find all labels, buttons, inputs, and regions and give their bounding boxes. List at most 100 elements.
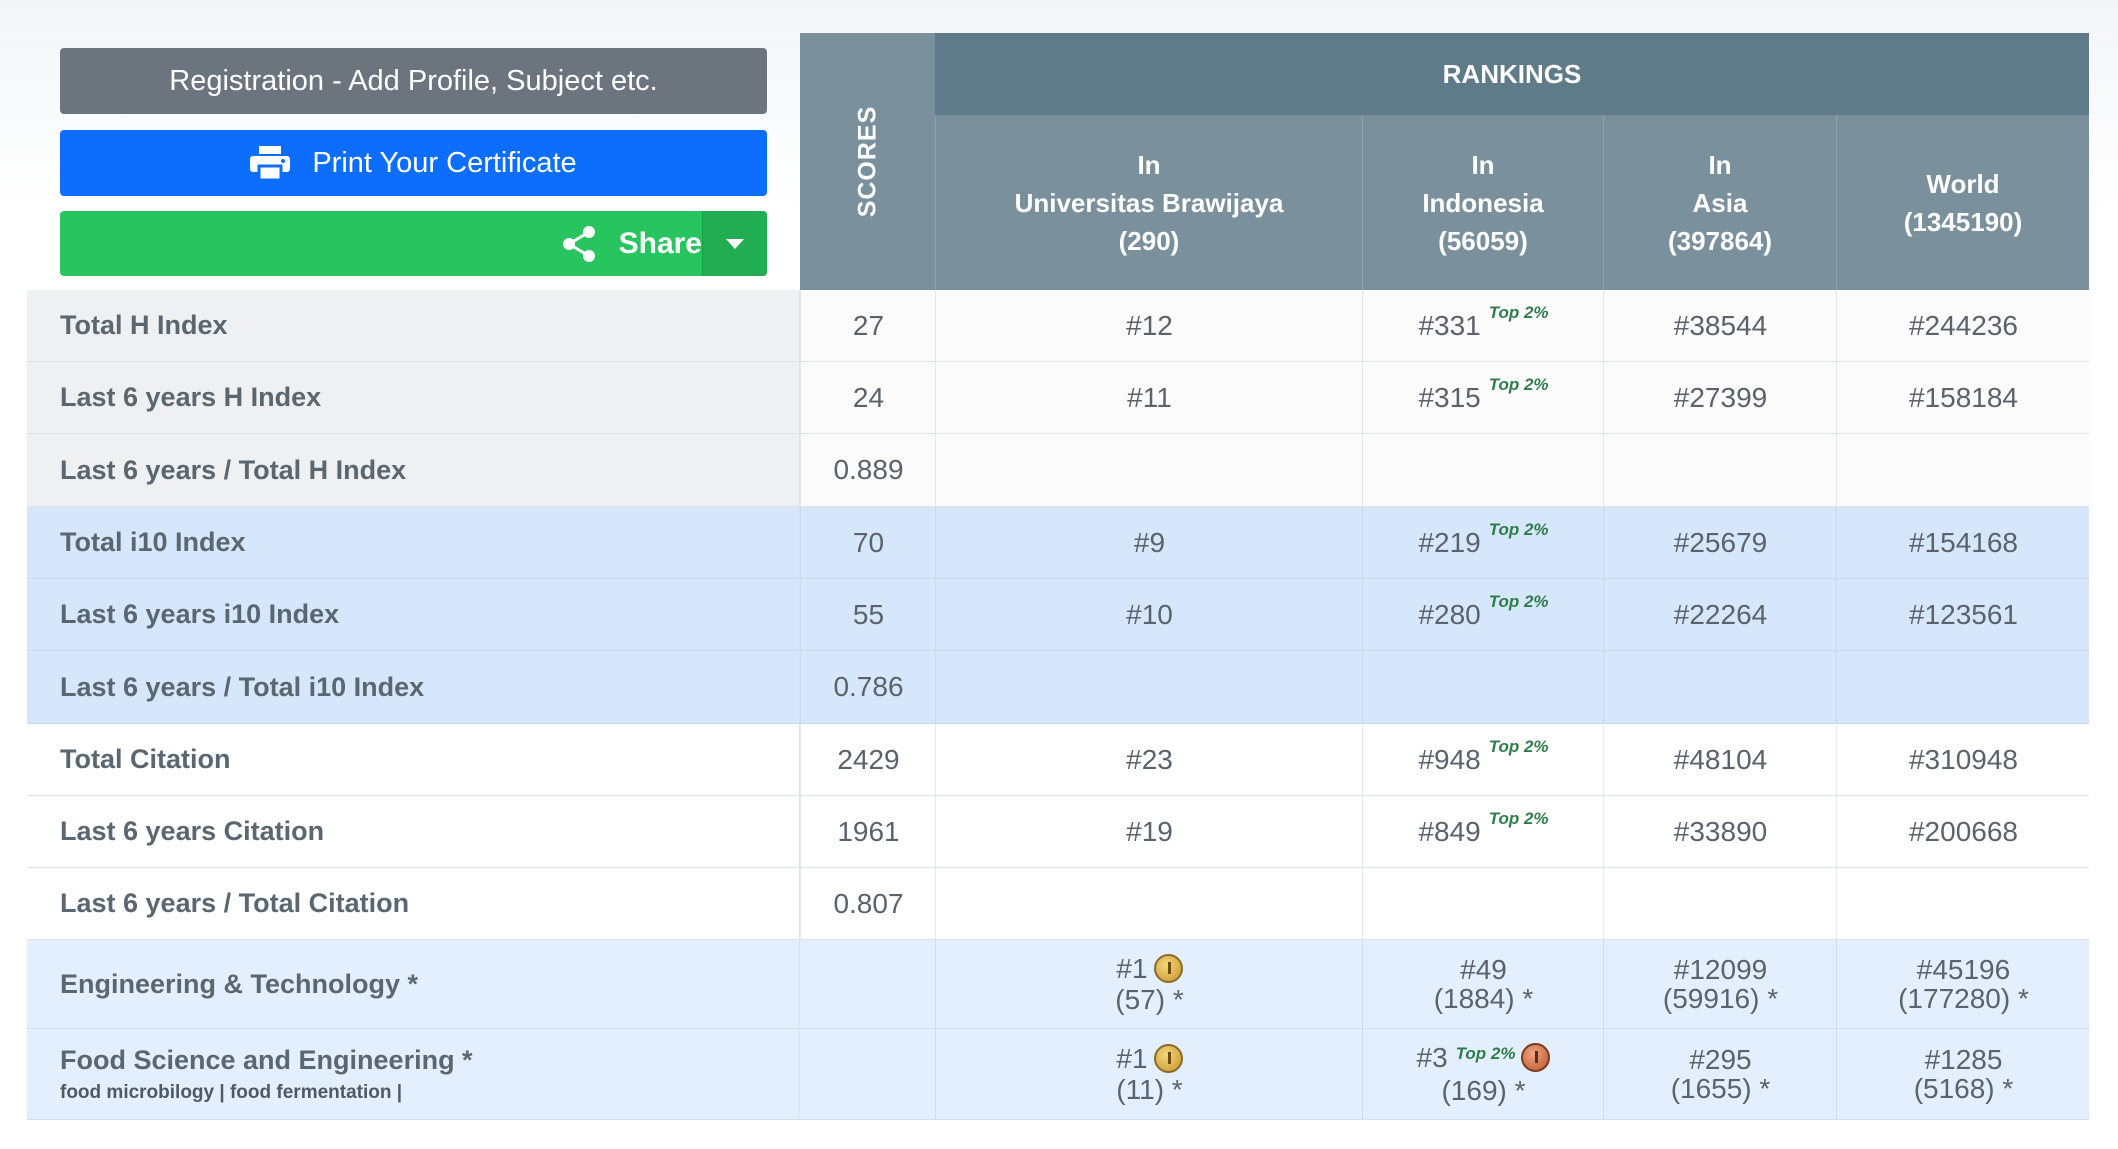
top-percent-badge: Top 2% [1488, 519, 1549, 539]
top-percent-badge: Top 2% [1455, 1044, 1516, 1063]
subject-label[interactable]: Food Science and Engineering * food micro… [27, 1029, 800, 1119]
subject-label[interactable]: Engineering & Technology * [27, 940, 800, 1028]
score-cell: 0.889 [800, 434, 936, 506]
score-cell: 1961 [800, 796, 936, 867]
indonesia-rank-cell: #280 Top 2% [1362, 579, 1604, 650]
asia-rank-cell: #22264 [1603, 579, 1837, 650]
table-row: Total Citation 2429 #23 #948 Top 2% #4810… [27, 724, 2089, 796]
asia-rank-cell: #33890 [1603, 796, 1837, 867]
bronze-medal-icon [1521, 1043, 1551, 1073]
row-label: Total Citation [27, 724, 800, 795]
print-label: Print Your Certificate [312, 146, 577, 179]
table-row: Last 6 years H Index 24 #11 #315 Top 2% #… [27, 362, 2089, 434]
print-certificate-button[interactable]: Print Your Certificate [60, 130, 767, 196]
world-rank-cell: #244236 [1836, 290, 2090, 361]
world-rank-cell [1836, 651, 2090, 723]
world-rank-cell: #123561 [1836, 579, 2090, 650]
university-rank-cell: #23 [935, 724, 1363, 795]
score-cell: 24 [800, 362, 936, 433]
world-rank-cell: #45196 (177280) * [1836, 940, 2090, 1028]
indonesia-rank-cell: #849 Top 2% [1362, 796, 1604, 867]
asia-rank-cell: #25679 [1603, 507, 1837, 578]
subject-row: Engineering & Technology * #1 (57) * #49(… [27, 940, 2089, 1029]
world-rank-cell: #1285 (5168) * [1836, 1029, 2090, 1119]
university-rank-cell: #9 [935, 507, 1363, 578]
university-rank-cell: #11 [935, 362, 1363, 433]
world-rank-cell [1836, 434, 2090, 506]
asia-rank-cell: #48104 [1603, 724, 1837, 795]
table-row: Last 6 years / Total Citation 0.807 [27, 868, 2089, 940]
row-label: Last 6 years / Total H Index [27, 434, 800, 506]
registration-button[interactable]: Registration - Add Profile, Subject etc. [60, 48, 767, 114]
share-button[interactable]: Share [60, 211, 767, 276]
score-cell: 55 [800, 579, 936, 650]
column-header-world: World (1345190) [1836, 115, 2089, 290]
share-label: Share [618, 226, 702, 260]
table-row: Last 6 years i10 Index 55 #10 #280 Top 2%… [27, 579, 2089, 651]
top-percent-badge: Top 2% [1488, 591, 1549, 611]
world-rank-cell: #158184 [1836, 362, 2090, 433]
row-label: Last 6 years H Index [27, 362, 800, 433]
score-cell: 0.786 [800, 651, 936, 723]
column-header-university: In Universitas Brawijaya (290) [935, 115, 1362, 290]
top-percent-badge: Top 2% [1488, 808, 1549, 828]
indonesia-rank-cell: #948 Top 2% [1362, 724, 1604, 795]
asia-rank-cell: #38544 [1603, 290, 1837, 361]
university-rank-cell [935, 434, 1363, 506]
world-rank-cell: #200668 [1836, 796, 2090, 867]
score-cell: 70 [800, 507, 936, 578]
world-rank-cell: #154168 [1836, 507, 2090, 578]
gold-medal-icon [1153, 1044, 1183, 1074]
top-percent-badge: Top 2% [1488, 736, 1549, 756]
row-label: Total H Index [27, 290, 800, 361]
asia-rank-cell [1603, 868, 1837, 939]
indonesia-rank-cell [1362, 434, 1604, 506]
row-label: Last 6 years / Total Citation [27, 868, 800, 939]
score-cell: 27 [800, 290, 936, 361]
share-dropdown-toggle[interactable] [702, 211, 767, 276]
score-cell [800, 1029, 935, 1119]
gold-medal-icon [1153, 954, 1183, 984]
table-row: Last 6 years Citation 1961 #19 #849 Top 2… [27, 796, 2089, 868]
indonesia-rank-cell: #315 Top 2% [1362, 362, 1604, 433]
university-rank-cell: #1 (57) * [935, 940, 1363, 1028]
indonesia-rank-cell: #219 Top 2% [1362, 507, 1604, 578]
table-row: Last 6 years / Total H Index 0.889 [27, 434, 2089, 507]
indonesia-rank-cell: #3 Top 2% (169) * [1362, 1029, 1604, 1119]
asia-rank-cell [1603, 651, 1837, 723]
top-percent-badge: Top 2% [1488, 374, 1549, 394]
asia-rank-cell: #295 (1655) * [1603, 1029, 1837, 1119]
asia-rank-cell [1603, 434, 1837, 506]
rankings-header: RANKINGS [935, 33, 2089, 115]
row-label: Last 6 years / Total i10 Index [27, 651, 800, 723]
column-header-asia: In Asia (397864) [1603, 115, 1836, 290]
table-row: Total i10 Index 70 #9 #219 Top 2% #25679 … [27, 507, 2089, 579]
row-label: Last 6 years Citation [27, 796, 800, 867]
asia-rank-cell: #12099 (59916) * [1603, 940, 1837, 1028]
table-row: Last 6 years / Total i10 Index 0.786 [27, 651, 2089, 724]
score-cell [800, 940, 935, 1028]
scores-header: SCORES [800, 33, 935, 290]
row-label: Last 6 years i10 Index [27, 579, 800, 650]
indonesia-rank-cell: #331 Top 2% [1362, 290, 1604, 361]
university-rank-cell: #19 [935, 796, 1363, 867]
subject-row: Food Science and Engineering * food micro… [27, 1029, 2089, 1120]
world-rank-cell: #310948 [1836, 724, 2090, 795]
table-row: Total H Index 27 #12 #331 Top 2% #38544 #… [27, 290, 2089, 362]
printer-icon [250, 146, 291, 180]
university-rank-cell [935, 868, 1363, 939]
university-rank-cell: #10 [935, 579, 1363, 650]
university-rank-cell [935, 651, 1363, 723]
registration-label: Registration - Add Profile, Subject etc. [169, 64, 658, 97]
score-cell: 2429 [800, 724, 936, 795]
indonesia-rank-cell: #49 (1884) * [1362, 940, 1604, 1028]
column-header-indonesia: In Indonesia (56059) [1362, 115, 1603, 290]
asia-rank-cell: #27399 [1603, 362, 1837, 433]
top-percent-badge: Top 2% [1488, 302, 1549, 322]
indonesia-rank-cell [1362, 868, 1604, 939]
subject-tags[interactable]: food microbilogy | food fermentation | [60, 1081, 403, 1103]
world-rank-cell [1836, 868, 2090, 939]
share-icon [562, 225, 595, 262]
score-cell: 0.807 [800, 868, 936, 939]
university-rank-cell: #1 (11) * [935, 1029, 1363, 1119]
